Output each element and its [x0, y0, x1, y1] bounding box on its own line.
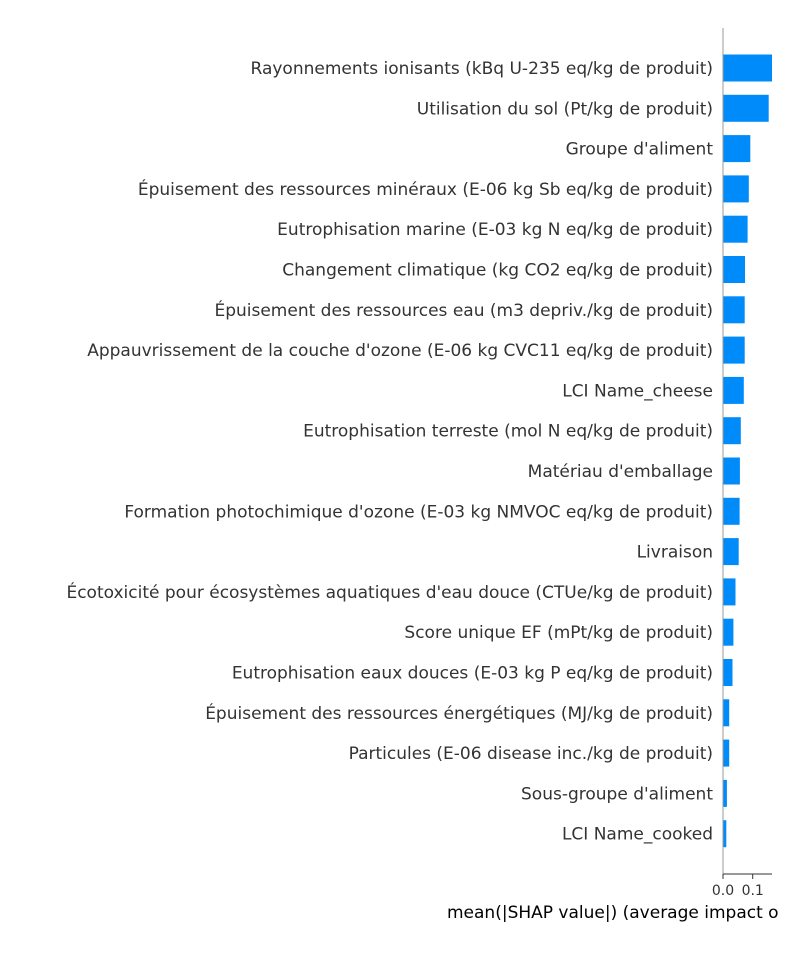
bar: [723, 699, 730, 727]
feature-label: Épuisement des ressources eau (m3 depriv…: [214, 299, 713, 321]
feature-label: Rayonnements ionisants (kBq U-235 eq/kg …: [251, 59, 713, 79]
bar: [723, 417, 741, 445]
bar: [723, 54, 772, 82]
feature-label: Eutrophisation terreste (mol N eq/kg de …: [303, 422, 713, 442]
x-axis-title: mean(|SHAP value|) (average impact o: [447, 903, 779, 923]
feature-label: Épuisement des ressources minéraux (E-06…: [138, 178, 713, 200]
bar: [723, 820, 727, 848]
bar: [723, 175, 749, 203]
feature-label: Utilisation du sol (Pt/kg de produit): [417, 99, 713, 119]
bar: [723, 215, 748, 243]
feature-label: Livraison: [637, 543, 713, 563]
bar: [723, 457, 740, 485]
bar: [723, 135, 751, 163]
x-tick-label: 0.0: [712, 883, 734, 899]
bar: [723, 578, 736, 606]
feature-label: Groupe d'aliment: [566, 140, 714, 160]
bar: [723, 497, 740, 525]
bar: [723, 296, 745, 324]
feature-label: LCI Name_cooked: [562, 825, 713, 845]
feature-label: Eutrophisation marine (E-03 kg N eq/kg d…: [277, 220, 713, 240]
bar: [723, 618, 734, 646]
x-tick-label: 0.1: [742, 883, 764, 899]
x-ticks-group: 0.0 0.1: [712, 874, 764, 899]
bar: [723, 659, 733, 686]
feature-label: Changement climatique (kg CO2 eq/kg de p…: [282, 261, 713, 281]
bar: [723, 336, 745, 364]
bar: [723, 538, 739, 566]
feature-label: Eutrophisation eaux douces (E-03 kg P eq…: [232, 664, 713, 684]
feature-label: LCI Name_cheese: [562, 381, 713, 401]
bar: [723, 94, 769, 122]
feature-labels-group: Rayonnements ionisants (kBq U-235 eq/kg …: [66, 59, 713, 845]
feature-label: Écotoxicité pour écosystèmes aquatiques …: [66, 581, 713, 603]
feature-label: Score unique EF (mPt/kg de produit): [404, 623, 713, 643]
feature-label: Épuisement des ressources énergétiques (…: [205, 702, 713, 724]
bars-group: [723, 54, 772, 848]
bar: [723, 779, 727, 807]
bar: [723, 739, 730, 767]
feature-label: Matériau d'emballage: [528, 462, 713, 482]
feature-label: Particules (E-06 disease inc./kg de prod…: [349, 744, 713, 764]
bar: [723, 376, 744, 404]
bar: [723, 256, 745, 283]
feature-label: Appauvrissement de la couche d'ozone (E-…: [87, 341, 713, 361]
feature-label: Formation photochimique d'ozone (E-03 kg…: [124, 502, 713, 522]
feature-label: Sous-groupe d'aliment: [521, 784, 713, 804]
